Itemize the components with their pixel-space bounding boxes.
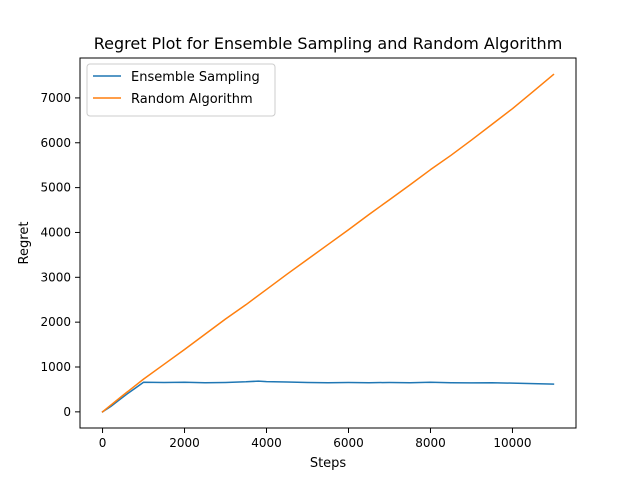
y-axis: 0 1000 2000 3000 4000 5000 6000 7000 (40, 91, 80, 419)
x-tick-label: 0 (99, 436, 107, 450)
y-tick-label: 7000 (40, 91, 71, 105)
y-tick-label: 6000 (40, 136, 71, 150)
y-tick-label: 4000 (40, 225, 71, 239)
legend-label-random-algorithm: Random Algorithm (131, 92, 253, 107)
chart-title: Regret Plot for Ensemble Sampling and Ra… (94, 34, 563, 53)
legend-frame (86, 63, 276, 117)
series-line-random-algorithm (101, 73, 555, 413)
legend-label-ensemble-sampling: Ensemble Sampling (131, 70, 260, 85)
series-layer (101, 73, 555, 413)
plot-frame (79, 57, 577, 429)
y-tick-label: 0 (63, 405, 71, 419)
x-tick-label: 8000 (415, 436, 446, 450)
y-tick-label: 3000 (40, 270, 71, 284)
x-axis-label: Steps (310, 456, 347, 471)
y-tick-label: 2000 (40, 315, 71, 329)
x-tick-label: 2000 (169, 436, 200, 450)
x-tick-label: 10000 (493, 436, 531, 450)
x-axis: 0 2000 4000 6000 8000 10000 (99, 428, 532, 450)
x-tick-label: 4000 (251, 436, 282, 450)
y-tick-label: 1000 (40, 360, 71, 374)
y-tick-label: 5000 (40, 181, 71, 195)
plot-background (80, 58, 576, 428)
series-line-ensemble-sampling (101, 380, 555, 413)
plot-area (79, 57, 577, 429)
y-axis-label: Regret (17, 222, 32, 265)
legend: Ensemble Sampling Random Algorithm (86, 63, 276, 117)
x-tick-label: 6000 (333, 436, 364, 450)
